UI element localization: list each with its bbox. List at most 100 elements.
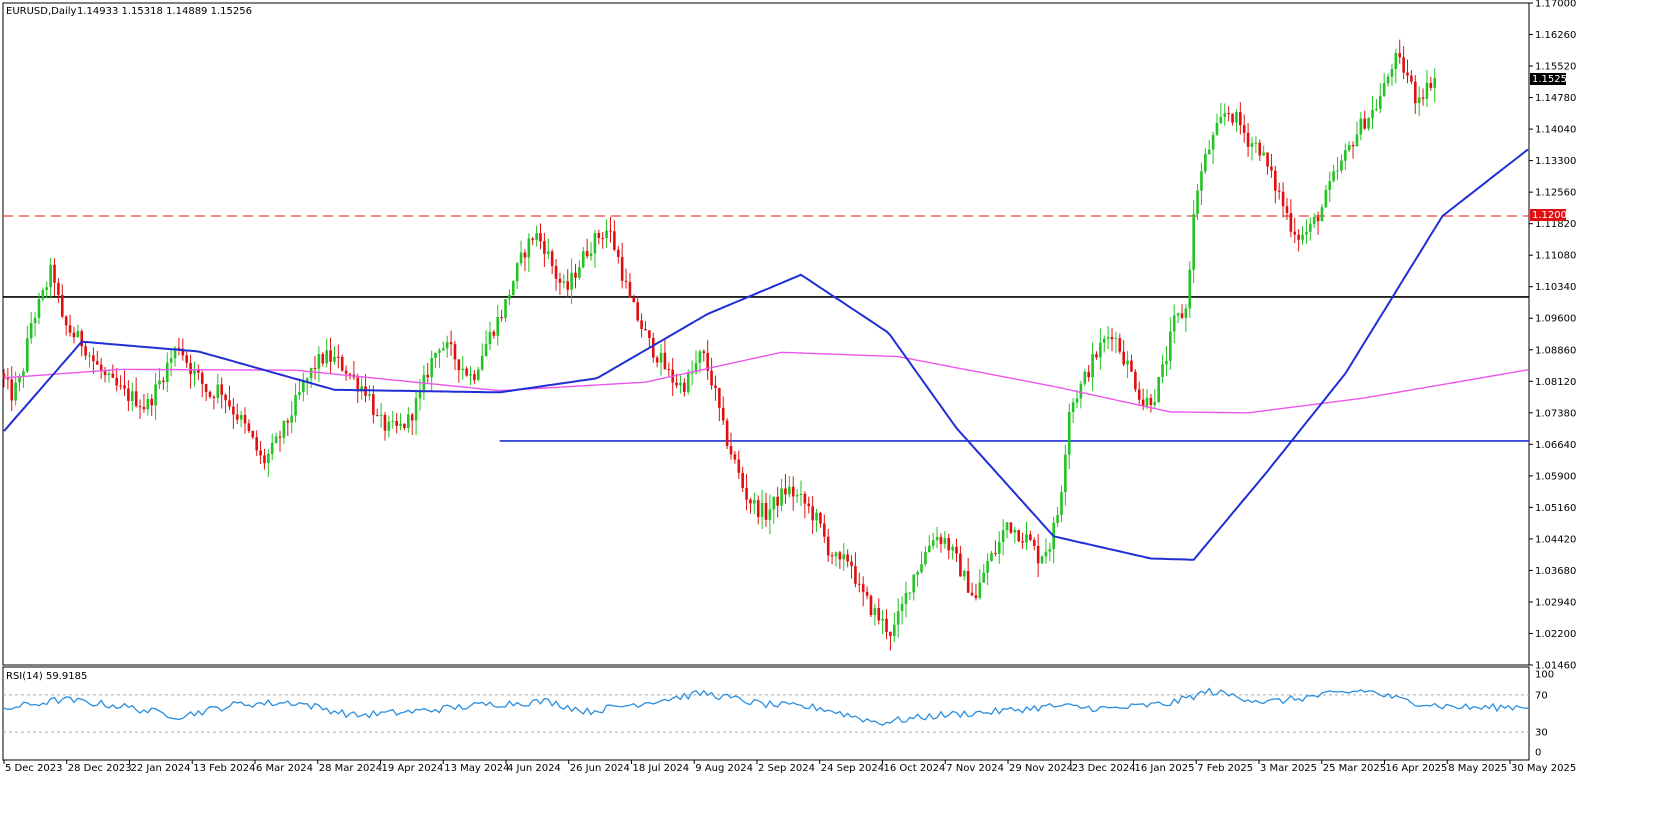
bull-candle: [1254, 142, 1258, 144]
bull-candle: [690, 372, 694, 374]
rsi-line: [3, 687, 1529, 726]
bear-candle: [426, 374, 430, 378]
price-tick-label: 1.14780: [1535, 93, 1576, 104]
bear-candle: [1021, 541, 1024, 543]
bull-candle: [414, 398, 418, 421]
bear-candle: [492, 331, 496, 336]
bear-candle: [53, 264, 56, 283]
bull-candle: [461, 368, 465, 371]
time-tick-label: 16 Jan 2025: [1135, 763, 1195, 774]
bear-candle: [1227, 113, 1230, 115]
bear-candle: [970, 592, 974, 596]
bear-candle: [784, 488, 787, 495]
bear-candle: [375, 415, 379, 417]
bull-candle: [1184, 308, 1188, 318]
bear-candle: [340, 356, 344, 371]
bull-candle: [1347, 144, 1351, 151]
bull-candle: [815, 512, 818, 521]
bull-candle: [589, 253, 593, 257]
bull-candle: [1211, 134, 1215, 150]
time-tick-label: 2 Sep 2024: [758, 763, 815, 774]
bull-candle: [216, 384, 220, 398]
bull-candle: [1044, 551, 1048, 557]
bull-candle: [686, 372, 690, 392]
candlestick-series: [2, 39, 1437, 651]
bear-candle: [725, 420, 729, 447]
bull-candle: [1071, 402, 1075, 412]
bull-candle: [33, 317, 37, 324]
bear-candle: [966, 571, 970, 593]
bull-candle: [1172, 315, 1176, 332]
bear-candle: [714, 385, 717, 389]
fast-moving-average-line: [3, 148, 1529, 561]
bull-candle: [1025, 534, 1028, 543]
bear-candle: [150, 398, 154, 406]
price-panel: 1.17000 1.16260 1.15520 1.14780 1.14040 1.133…: [2, 0, 1576, 672]
bull-candle: [1219, 116, 1223, 124]
bear-candle: [1402, 57, 1405, 73]
slow-moving-average-line: [3, 351, 1529, 414]
bear-candle: [1297, 234, 1300, 240]
bull-candle: [795, 495, 799, 497]
bull-candle: [29, 323, 33, 339]
bull-candle: [1390, 69, 1394, 77]
bear-candle: [531, 238, 535, 240]
bear-candle: [1429, 82, 1433, 88]
bear-candle: [329, 350, 332, 362]
bull-candle: [896, 611, 900, 625]
bull-candle: [951, 546, 954, 551]
bull-candle: [387, 421, 391, 431]
bear-candle: [181, 348, 185, 356]
price-tick-label: 1.08120: [1535, 377, 1576, 388]
bear-candle: [861, 584, 865, 592]
bull-candle: [282, 420, 286, 438]
bull-candle: [1336, 170, 1339, 172]
bull-candle: [904, 592, 908, 605]
rsi-panel: 100 70 30 0 RSI(14) 59.9185: [2, 666, 1554, 761]
time-tick-label: 13 Feb 2024: [193, 763, 255, 774]
bull-candle: [22, 371, 25, 377]
bull-candle: [1169, 331, 1172, 361]
bull-candle: [1091, 354, 1094, 378]
bear-candle: [1410, 75, 1413, 82]
bear-candle: [395, 420, 398, 426]
bull-candle: [990, 552, 993, 561]
bull-candle: [1204, 154, 1207, 172]
bull-candle: [317, 354, 321, 369]
bear-candle: [706, 353, 709, 371]
price-tick-label: 1.02200: [1535, 629, 1576, 640]
bull-candle: [1375, 108, 1378, 111]
bear-candle: [1246, 132, 1250, 147]
bull-candle: [1359, 118, 1363, 135]
price-tick-label: 1.15520: [1535, 62, 1576, 73]
price-tick-label: 1.11080: [1535, 251, 1576, 262]
bull-candle: [515, 263, 519, 282]
bear-candle: [344, 370, 348, 374]
bull-candle: [274, 436, 278, 443]
time-tick-label: 13 May 2024: [444, 763, 509, 774]
bull-candle: [508, 295, 511, 300]
bear-candle: [1277, 190, 1281, 192]
time-tick-label: 8 May 2025: [1448, 763, 1507, 774]
bear-candle: [1316, 216, 1320, 222]
bear-candle: [197, 369, 200, 373]
bear-candle: [597, 233, 601, 238]
bear-candle: [162, 380, 165, 383]
bear-candle: [1351, 144, 1355, 147]
bear-candle: [383, 414, 387, 431]
bull-candle: [360, 386, 363, 392]
bear-candle: [1398, 53, 1402, 58]
bull-candle: [298, 392, 301, 396]
bear-candle: [550, 251, 554, 267]
price-tick-label: 1.05160: [1535, 503, 1576, 514]
bear-candle: [247, 423, 251, 431]
bear-candle: [609, 230, 612, 232]
bear-candle: [243, 415, 247, 424]
bull-candle: [1215, 123, 1219, 135]
time-tick-label: 19 Apr 2024: [382, 763, 444, 774]
bear-candle: [640, 320, 643, 329]
bull-candle: [511, 281, 515, 296]
bull-candle: [1433, 78, 1437, 88]
bull-candle: [931, 540, 935, 546]
bear-candle: [974, 595, 978, 598]
